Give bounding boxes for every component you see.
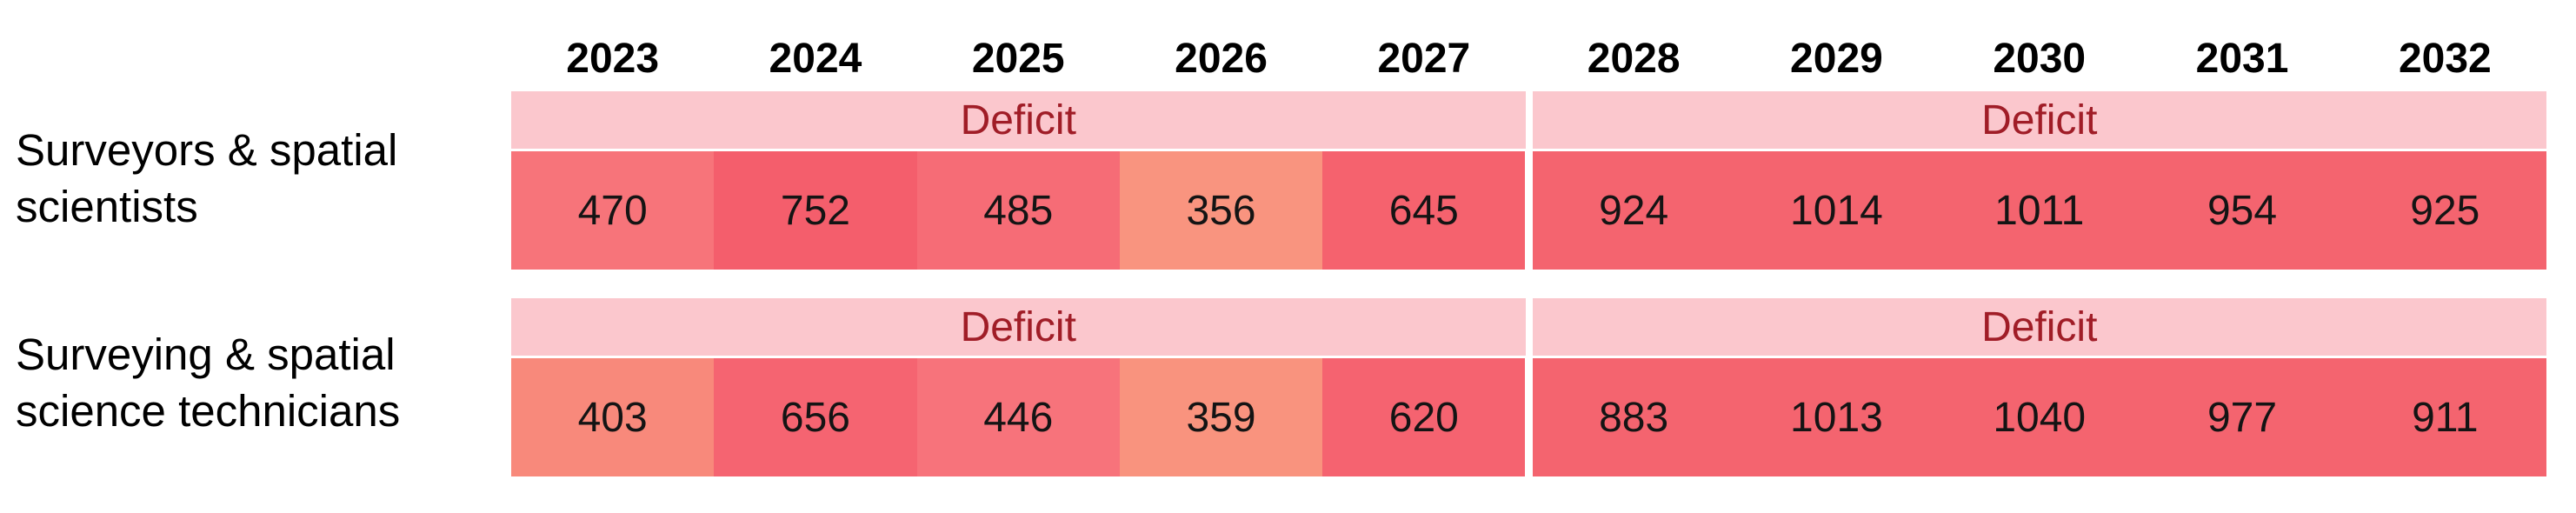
year-header: 2025 [971,36,1065,82]
year-header: 2024 [769,36,862,82]
row-label-line: Surveying & spatial [16,330,396,379]
value-cell: 403 [511,358,715,476]
years-header: 2023 2024 2025 2026 2027 2028 2029 2030 2031 2032 [511,0,2546,91]
value-cell: 485 [916,151,1120,270]
deficit-band: Deficit [511,91,1526,149]
values-group: 883 1013 1040 977 911 [1532,358,2547,476]
deficit-band-label: Deficit [1981,303,2098,350]
value-cell: 752 [714,151,917,270]
deficit-band-row: Deficit Deficit [511,91,2546,149]
year-header: 2029 [1790,36,1883,82]
value-cell: 645 [1322,151,1526,270]
values-group: 470 752 485 356 645 [511,151,1526,270]
year-header: 2032 [2398,36,2492,82]
year-header: 2028 [1587,36,1681,82]
value-cell: 359 [1119,358,1323,476]
year-group: 2028 2029 2030 2031 2032 [1533,35,2547,91]
value-cell: 1040 [1938,358,2141,476]
deficit-band-row: Deficit Deficit [511,298,2546,356]
value-cell: 1013 [1734,358,1939,476]
value-cell: 656 [714,358,917,476]
value-cell: 977 [2140,358,2344,476]
year-header: 2031 [2195,36,2289,82]
values-row: 403 656 446 359 620 883 1013 1040 977 911 [511,358,2546,476]
value-cell: 1014 [1734,151,1939,270]
value-cell: 470 [511,151,715,270]
deficit-band-label: Deficit [1981,97,2098,143]
year-group: 2023 2024 2025 2026 2027 [511,35,1526,91]
deficit-band-label: Deficit [960,97,1076,143]
row-label-surveyors: Surveyors & spatial scientists [16,122,397,235]
values-row: 470 752 485 356 645 924 1014 1011 954 925 [511,151,2546,270]
value-cell: 446 [916,358,1120,476]
value-cell: 924 [1532,151,1735,270]
values-group: 403 656 446 359 620 [511,358,1526,476]
value-cell: 925 [2343,151,2546,270]
value-cell: 954 [2140,151,2344,270]
row-label-line: Surveyors & spatial [16,125,398,175]
row-label-line: scientists [16,182,198,231]
year-header: 2027 [1377,36,1471,82]
deficit-band: Deficit [1532,91,2546,149]
value-cell: 883 [1532,358,1735,476]
year-header: 2023 [566,36,660,82]
deficit-table: 2023 2024 2025 2026 2027 2028 2029 2030 2031 2032… [511,0,2546,476]
deficit-band: Deficit [511,298,1526,356]
row-label-technicians: Surveying & spatial science technicians [16,326,400,439]
row-label-line: science technicians [16,386,401,436]
value-cell: 356 [1119,151,1323,270]
year-header: 2026 [1175,36,1268,82]
value-cell: 620 [1322,358,1526,476]
year-header: 2030 [1993,36,2087,82]
deficit-band: Deficit [1532,298,2546,356]
deficit-band-label: Deficit [960,303,1076,350]
values-group: 924 1014 1011 954 925 [1532,151,2547,270]
value-cell: 911 [2343,358,2546,476]
value-cell: 1011 [1938,151,2141,270]
